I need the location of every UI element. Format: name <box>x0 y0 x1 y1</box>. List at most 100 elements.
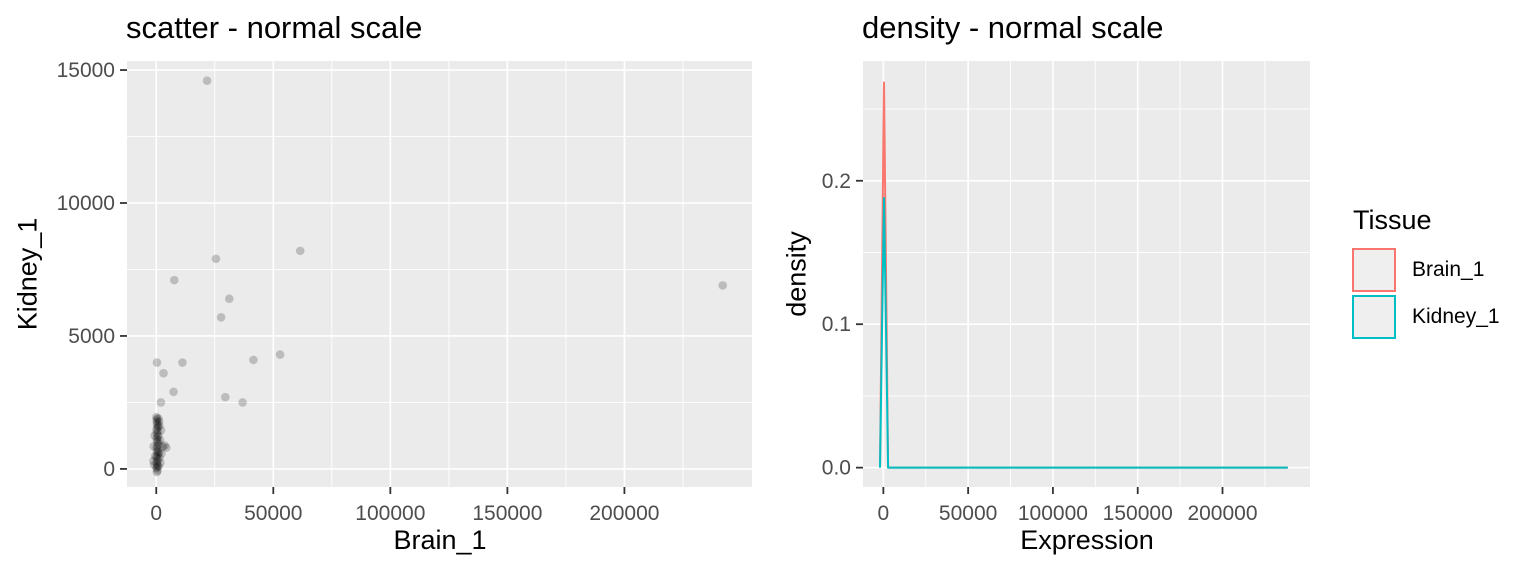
scatter-point <box>178 358 187 367</box>
scatter-point <box>152 416 161 426</box>
scatter-plot-title: scatter - normal scale <box>126 10 423 45</box>
scatter-point <box>162 443 171 452</box>
plot-panel <box>127 61 752 487</box>
density-plot-title: density - normal scale <box>862 10 1164 45</box>
scatter-point <box>152 412 161 422</box>
x-tick-label: 100000 <box>1018 502 1088 525</box>
scatter-point <box>153 432 162 442</box>
scatter-point <box>153 466 162 475</box>
legend-item-label: Brain_1 <box>1412 258 1485 281</box>
scatter-point <box>158 442 167 452</box>
y-tick-label: 0.2 <box>822 170 851 193</box>
scatter-point <box>153 418 162 427</box>
scatter-point <box>154 461 164 471</box>
scatter-point <box>152 462 162 472</box>
scatter-point <box>149 460 159 470</box>
legend-key-swatch <box>1352 248 1396 292</box>
density-curve-kidney_1 <box>879 197 1288 469</box>
legend: Tissue Brain_1 Kidney_1 <box>1352 205 1500 342</box>
scatter-point <box>154 447 164 457</box>
x-tick-label: 200000 <box>1187 502 1257 525</box>
scatter-point <box>154 431 163 440</box>
scatter-point <box>154 414 163 423</box>
x-tick-label: 200000 <box>589 502 659 525</box>
density-x-axis-title: Expression <box>1020 525 1154 555</box>
x-tick-label: 50000 <box>244 502 302 525</box>
scatter-point <box>152 456 162 466</box>
legend-key-swatch <box>1352 295 1396 339</box>
legend-item: Kidney_1 <box>1352 295 1500 339</box>
scatter-point <box>216 313 226 322</box>
scatter-point <box>156 458 165 468</box>
scatter-point <box>221 392 230 402</box>
y-tick-label: 0.0 <box>822 457 851 480</box>
scatter-point <box>150 451 160 461</box>
scatter-point <box>211 254 221 264</box>
y-tick-label: 0 <box>103 458 115 481</box>
x-tick-label: 100000 <box>355 502 425 525</box>
density-y-axis-title: density <box>781 231 812 317</box>
scatter-point <box>155 453 164 463</box>
scatter-point <box>153 422 163 431</box>
scatter-point <box>149 442 158 451</box>
scatter-point <box>152 434 161 444</box>
scatter-point <box>159 368 168 378</box>
scatter-point <box>152 452 161 462</box>
plot-panel <box>863 61 1310 487</box>
scatter-point <box>152 425 161 435</box>
scatter-point <box>153 441 162 451</box>
y-tick-label: 10000 <box>57 192 115 215</box>
scatter-point <box>152 443 161 453</box>
scatter-point <box>153 454 163 464</box>
scatter-point <box>202 76 212 85</box>
x-tick-label: 150000 <box>472 502 542 525</box>
legend-item: Brain_1 <box>1352 248 1500 292</box>
scatter-point <box>152 420 162 429</box>
scatter-point <box>169 275 179 285</box>
x-tick-label: 50000 <box>939 502 997 525</box>
scatter-point <box>238 398 247 407</box>
y-tick-label: 0.1 <box>822 313 851 336</box>
scatter-point <box>153 427 163 436</box>
scatter-x-axis-title: Brain_1 <box>393 525 487 555</box>
scatter-point <box>152 467 162 477</box>
scatter-point <box>156 398 166 407</box>
scatter-point <box>157 449 166 458</box>
scatter-point <box>152 358 162 367</box>
scatter-point <box>295 246 305 256</box>
x-tick-label: 0 <box>150 502 162 525</box>
scatter-point <box>155 421 164 431</box>
scatter-point <box>156 426 166 435</box>
scatter-point <box>152 464 161 473</box>
scatter-point <box>154 449 163 458</box>
scatter-point <box>152 423 162 433</box>
y-tick-label: 15000 <box>57 59 115 82</box>
scatter-point <box>152 438 162 447</box>
scatter-point <box>154 439 163 449</box>
scatter-point <box>153 451 162 460</box>
x-tick-label: 150000 <box>1103 502 1173 525</box>
legend-item-label: Kidney_1 <box>1412 305 1500 328</box>
scatter-point <box>155 435 165 445</box>
scatter-point <box>149 456 158 466</box>
x-tick-label: 0 <box>878 502 890 525</box>
scatter-point <box>150 431 159 440</box>
scatter-point <box>152 414 162 424</box>
scatter-point <box>249 355 258 365</box>
scatter-point <box>152 429 162 438</box>
y-tick-label: 5000 <box>68 325 115 348</box>
scatter-point <box>153 445 163 455</box>
scatter-point <box>718 281 728 290</box>
scatter-point <box>160 441 169 450</box>
legend-items: Brain_1 Kidney_1 <box>1352 248 1500 339</box>
scatter-point <box>169 387 178 397</box>
scatter-point <box>152 447 162 456</box>
scatter-point <box>153 436 163 446</box>
scatter-y-axis-title: Kidney_1 <box>12 217 43 331</box>
scatter-point <box>224 294 234 304</box>
scatter-point <box>152 459 161 468</box>
scatter-point <box>153 461 162 470</box>
scatter-point <box>154 417 164 426</box>
